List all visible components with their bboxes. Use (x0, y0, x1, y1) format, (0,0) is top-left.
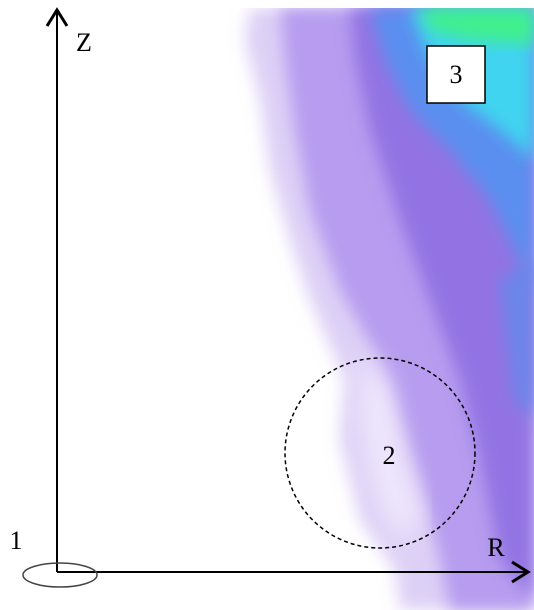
origin-ellipse (23, 563, 97, 587)
circle-label: 2 (383, 441, 396, 470)
z-label: Z (76, 28, 92, 57)
origin-label: 1 (10, 526, 23, 555)
field (245, 8, 534, 610)
diagram: Z R 1 2 3 (0, 0, 534, 610)
page: Z R 1 2 3 (() => { const data = JSON.par… (0, 0, 534, 610)
box-label: 3 (450, 60, 463, 89)
r-label: R (487, 533, 505, 562)
